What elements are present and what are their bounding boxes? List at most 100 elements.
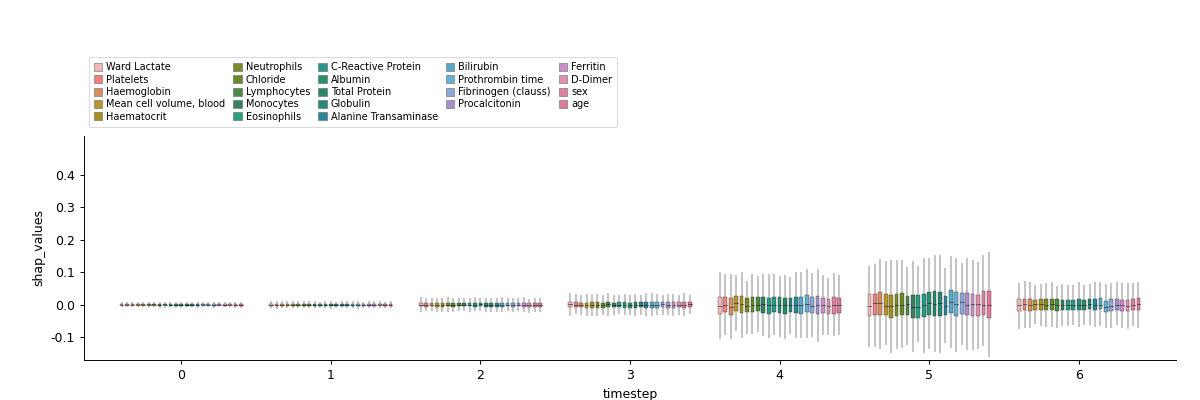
- FancyBboxPatch shape: [290, 304, 295, 306]
- FancyBboxPatch shape: [302, 304, 306, 306]
- FancyBboxPatch shape: [196, 304, 199, 306]
- FancyBboxPatch shape: [223, 304, 227, 306]
- FancyBboxPatch shape: [906, 296, 910, 316]
- FancyBboxPatch shape: [335, 304, 338, 306]
- FancyBboxPatch shape: [436, 303, 439, 307]
- FancyBboxPatch shape: [313, 304, 317, 306]
- FancyBboxPatch shape: [623, 302, 626, 308]
- FancyBboxPatch shape: [805, 295, 809, 312]
- FancyBboxPatch shape: [389, 304, 392, 306]
- FancyBboxPatch shape: [157, 304, 161, 306]
- FancyBboxPatch shape: [799, 297, 803, 314]
- FancyBboxPatch shape: [788, 298, 792, 312]
- FancyBboxPatch shape: [617, 302, 622, 307]
- FancyBboxPatch shape: [163, 304, 167, 306]
- FancyBboxPatch shape: [367, 304, 371, 306]
- FancyBboxPatch shape: [1093, 299, 1097, 310]
- FancyBboxPatch shape: [1126, 300, 1129, 312]
- FancyBboxPatch shape: [677, 302, 680, 307]
- FancyBboxPatch shape: [644, 302, 648, 308]
- FancyBboxPatch shape: [612, 303, 616, 308]
- FancyBboxPatch shape: [928, 292, 931, 315]
- FancyBboxPatch shape: [750, 297, 755, 312]
- FancyBboxPatch shape: [490, 303, 493, 307]
- FancyBboxPatch shape: [511, 303, 515, 306]
- FancyBboxPatch shape: [683, 302, 686, 308]
- FancyBboxPatch shape: [500, 303, 504, 307]
- FancyBboxPatch shape: [1039, 300, 1043, 310]
- FancyBboxPatch shape: [286, 304, 289, 306]
- FancyBboxPatch shape: [383, 304, 386, 306]
- FancyBboxPatch shape: [457, 303, 461, 306]
- FancyBboxPatch shape: [280, 304, 284, 306]
- FancyBboxPatch shape: [1110, 299, 1114, 311]
- FancyBboxPatch shape: [767, 298, 770, 314]
- FancyBboxPatch shape: [949, 290, 953, 313]
- FancyBboxPatch shape: [971, 294, 974, 316]
- FancyBboxPatch shape: [468, 303, 472, 306]
- FancyBboxPatch shape: [1028, 299, 1032, 311]
- FancyBboxPatch shape: [595, 302, 599, 308]
- FancyBboxPatch shape: [580, 303, 583, 308]
- FancyBboxPatch shape: [911, 295, 914, 318]
- FancyBboxPatch shape: [296, 304, 300, 306]
- FancyBboxPatch shape: [838, 298, 841, 313]
- FancyBboxPatch shape: [329, 304, 332, 306]
- FancyBboxPatch shape: [206, 304, 210, 306]
- FancyBboxPatch shape: [954, 292, 958, 316]
- FancyBboxPatch shape: [228, 304, 232, 306]
- FancyBboxPatch shape: [516, 303, 521, 306]
- FancyBboxPatch shape: [234, 304, 238, 306]
- FancyBboxPatch shape: [131, 304, 134, 305]
- FancyBboxPatch shape: [1121, 300, 1124, 311]
- FancyBboxPatch shape: [821, 298, 824, 313]
- FancyBboxPatch shape: [965, 292, 970, 315]
- FancyBboxPatch shape: [601, 303, 605, 308]
- FancyBboxPatch shape: [473, 303, 476, 306]
- FancyBboxPatch shape: [986, 292, 991, 318]
- FancyBboxPatch shape: [142, 304, 145, 305]
- FancyBboxPatch shape: [1115, 299, 1118, 310]
- FancyBboxPatch shape: [1136, 298, 1140, 310]
- FancyBboxPatch shape: [425, 303, 428, 307]
- FancyBboxPatch shape: [202, 304, 205, 306]
- FancyBboxPatch shape: [778, 297, 781, 313]
- FancyBboxPatch shape: [569, 302, 572, 308]
- FancyBboxPatch shape: [1022, 298, 1026, 310]
- FancyBboxPatch shape: [479, 303, 482, 306]
- FancyBboxPatch shape: [1044, 299, 1048, 310]
- FancyBboxPatch shape: [900, 293, 904, 315]
- FancyBboxPatch shape: [606, 302, 610, 308]
- FancyBboxPatch shape: [718, 297, 721, 314]
- FancyBboxPatch shape: [688, 302, 691, 307]
- FancyBboxPatch shape: [1087, 299, 1092, 310]
- FancyBboxPatch shape: [932, 291, 936, 316]
- FancyBboxPatch shape: [152, 304, 156, 306]
- FancyBboxPatch shape: [522, 303, 526, 307]
- FancyBboxPatch shape: [125, 304, 128, 305]
- Y-axis label: shap_values: shap_values: [32, 210, 46, 286]
- FancyBboxPatch shape: [120, 304, 124, 306]
- FancyBboxPatch shape: [539, 303, 542, 306]
- FancyBboxPatch shape: [1055, 299, 1058, 310]
- FancyBboxPatch shape: [361, 304, 365, 306]
- FancyBboxPatch shape: [191, 304, 194, 306]
- FancyBboxPatch shape: [724, 297, 727, 312]
- FancyBboxPatch shape: [217, 304, 221, 306]
- FancyBboxPatch shape: [739, 296, 744, 313]
- FancyBboxPatch shape: [174, 304, 178, 306]
- FancyBboxPatch shape: [816, 296, 820, 314]
- FancyBboxPatch shape: [446, 303, 450, 306]
- FancyBboxPatch shape: [628, 302, 632, 308]
- FancyBboxPatch shape: [350, 304, 354, 306]
- FancyBboxPatch shape: [146, 304, 150, 306]
- FancyBboxPatch shape: [136, 304, 139, 306]
- FancyBboxPatch shape: [773, 297, 776, 312]
- FancyBboxPatch shape: [307, 304, 311, 306]
- FancyBboxPatch shape: [889, 295, 893, 318]
- FancyBboxPatch shape: [440, 303, 444, 307]
- FancyBboxPatch shape: [655, 302, 659, 308]
- FancyBboxPatch shape: [634, 302, 637, 308]
- FancyBboxPatch shape: [269, 304, 274, 306]
- FancyBboxPatch shape: [494, 303, 498, 306]
